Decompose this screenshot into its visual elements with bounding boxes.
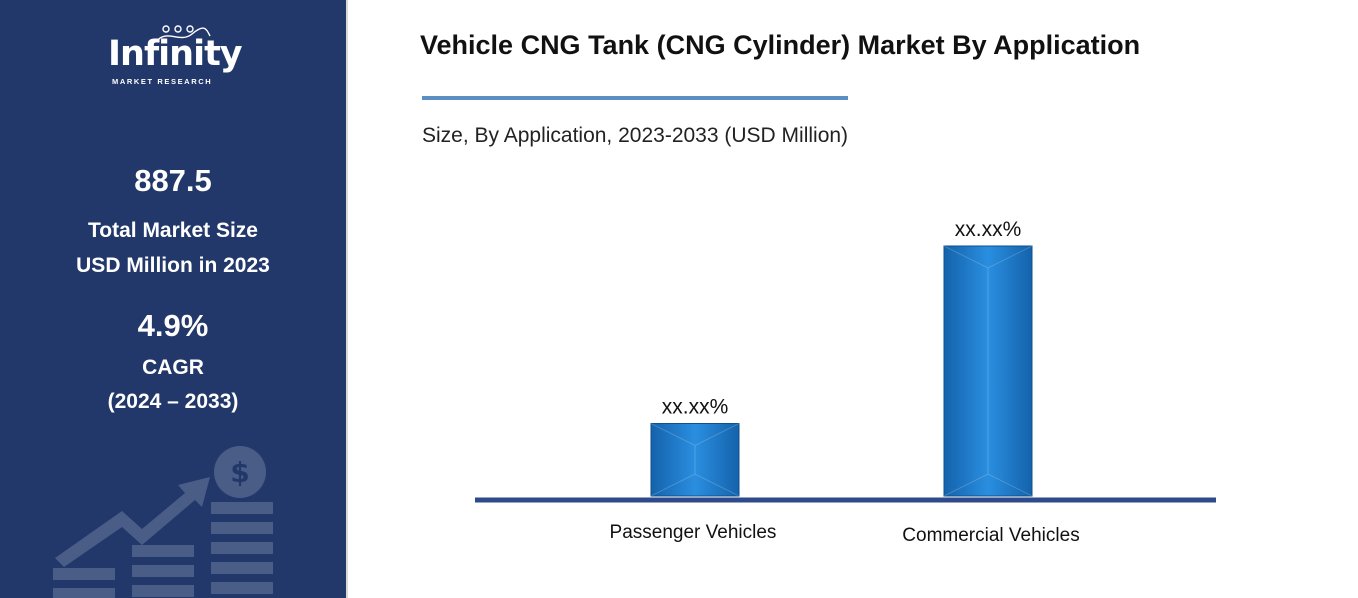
data-label: xx.xx% xyxy=(662,396,729,419)
logo-swirl-icon xyxy=(155,25,211,43)
brand-logo: Infinity MARKET RESEARCH xyxy=(100,22,250,92)
chart-subtitle: Size, By Application, 2023-2033 (USD Mil… xyxy=(422,124,849,147)
category-label: Commercial Vehicles xyxy=(902,525,1079,546)
cagr-value: 4.9% xyxy=(137,308,209,343)
sidebar: Infinity MARKET RESEARCH 887.5 Total Mar… xyxy=(0,0,346,598)
growth-decoration: $ xyxy=(53,446,273,598)
cagr-period: (2024 – 2033) xyxy=(107,390,239,413)
title-underline xyxy=(422,96,848,100)
market-size-label: Total Market Size xyxy=(88,219,258,242)
market-size-value: 887.5 xyxy=(134,163,212,198)
category-label: Passenger Vehicles xyxy=(610,522,777,543)
market-size-unit: USD Million in 2023 xyxy=(76,254,270,277)
chart-title: Vehicle CNG Tank (CNG Cylinder) Market B… xyxy=(420,30,1141,60)
stacked-bars-icon xyxy=(53,502,273,598)
brand-tagline: MARKET RESEARCH xyxy=(112,77,213,86)
growth-arrow-icon xyxy=(55,477,210,567)
dollar-coin-icon: $ xyxy=(214,446,266,498)
sidebar-divider xyxy=(346,0,348,598)
brand-name: Infinity xyxy=(108,34,243,74)
bar-commercial-vehicles xyxy=(943,245,1033,497)
data-label: xx.xx% xyxy=(955,218,1022,241)
bar-passenger-vehicles xyxy=(650,423,740,497)
cagr-label: CAGR xyxy=(142,356,204,379)
svg-text:$: $ xyxy=(230,456,249,489)
